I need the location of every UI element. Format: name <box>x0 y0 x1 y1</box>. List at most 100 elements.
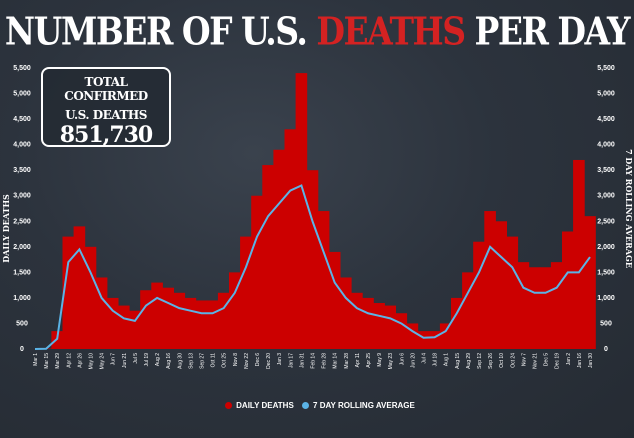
daily-deaths-bar <box>584 216 596 349</box>
daily-deaths-bar <box>573 159 585 349</box>
x-tick-label: Feb 14 <box>311 353 317 369</box>
y-tick-left: 4,000 <box>13 142 31 149</box>
x-tick-label: Aug 16 <box>166 353 172 369</box>
x-tick-label: Mar 15 <box>44 353 50 369</box>
x-tick-label: May 23 <box>388 353 394 370</box>
x-tick-label: Jul 18 <box>433 353 439 367</box>
daily-deaths-bar <box>295 73 308 349</box>
legend-average-label: 7 DAY ROLLING AVERAGE <box>313 401 415 410</box>
daily-deaths-bar <box>428 331 441 349</box>
y-tick-right: 2,000 <box>597 244 615 251</box>
title-highlight: DEATHS <box>316 9 466 54</box>
daily-deaths-bar <box>284 129 297 349</box>
legend-daily-label: DAILY DEATHS <box>236 401 294 410</box>
y-tick-left: 500 <box>16 320 28 327</box>
y-tick-left: 3,000 <box>13 193 31 200</box>
y-tick-left: 1,500 <box>13 269 31 276</box>
x-tick-label: Jun 21 <box>122 353 128 368</box>
y2-axis-label: 7 DAY ROLLING AVERAGE <box>624 149 634 268</box>
daily-deaths-bar <box>351 292 363 349</box>
daily-deaths-bar <box>118 305 130 349</box>
x-tick-label: Nov 7 <box>521 353 527 366</box>
y-tick-right: 5,500 <box>597 65 615 72</box>
x-tick-label: Oct 25 <box>222 353 228 368</box>
x-tick-label: Sep 26 <box>488 353 494 369</box>
x-tick-label: Aug 1 <box>444 353 450 366</box>
x-tick-label: Dec 20 <box>266 353 272 369</box>
daily-deaths-bar <box>362 297 374 349</box>
x-tick-label: May 10 <box>89 353 95 370</box>
x-tick-label: Jan 31 <box>299 353 305 368</box>
daily-deaths-bar <box>195 300 208 349</box>
y-tick-right: 5,000 <box>597 91 615 98</box>
x-tick-label: Oct 11 <box>211 353 217 368</box>
daily-deaths-bar <box>384 305 396 349</box>
daily-deaths-bar <box>129 310 141 349</box>
daily-deaths-bar <box>317 211 330 349</box>
daily-deaths-bar <box>506 236 519 349</box>
x-tick-label: Jan 2 <box>566 353 572 365</box>
total-box-line2: U.S. DEATHS <box>65 108 147 122</box>
daily-deaths-bar <box>240 236 252 349</box>
x-tick-label: Sep 12 <box>477 353 483 369</box>
daily-deaths-bar <box>417 331 430 349</box>
total-deaths-value: 851,730 <box>59 122 154 148</box>
x-tick-label: Jan 3 <box>277 353 283 365</box>
y-tick-left: 5,000 <box>13 91 31 98</box>
daily-deaths-bar <box>484 211 496 349</box>
daily-deaths-bar <box>395 313 408 349</box>
daily-deaths-bar <box>528 267 541 349</box>
daily-deaths-bar <box>62 236 75 349</box>
x-tick-label: Jun 6 <box>399 353 405 365</box>
x-tick-label: Jun 20 <box>410 353 416 368</box>
x-tick-label: Jan 30 <box>588 353 594 368</box>
y-tick-right: 3,500 <box>597 167 615 174</box>
daily-deaths-bar <box>106 297 119 349</box>
x-tick-label: Jul 4 <box>422 353 428 364</box>
x-tick-label: Aug 2 <box>155 353 161 366</box>
x-tick-label: Dec 5 <box>544 353 550 366</box>
y-tick-right: 4,000 <box>597 142 615 149</box>
daily-deaths-bar <box>206 300 219 349</box>
x-tick-label: Aug 15 <box>455 353 461 369</box>
x-tick-label: Dec 19 <box>555 353 561 369</box>
daily-deaths-bar <box>517 262 530 349</box>
x-tick-label: Nov 22 <box>244 353 250 369</box>
daily-deaths-bar <box>373 303 385 349</box>
daily-deaths-bar <box>173 292 186 349</box>
daily-deaths-bar <box>151 282 163 349</box>
daily-deaths-bar <box>229 272 241 349</box>
daily-deaths-bar <box>439 323 452 349</box>
x-tick-label: Mar 28 <box>344 353 350 369</box>
x-tick-label: Feb 28 <box>322 353 328 369</box>
daily-deaths-bar <box>184 297 197 349</box>
x-tick-label: Jul 5 <box>133 353 139 364</box>
x-tick-label: Mar 14 <box>333 353 339 369</box>
daily-deaths-bar <box>95 277 108 349</box>
legend-average-swatch <box>302 402 310 410</box>
y-tick-right: 4,500 <box>597 116 615 123</box>
daily-deaths-bar <box>562 231 574 349</box>
daily-deaths-bar <box>462 272 474 349</box>
daily-deaths-bar <box>473 241 485 349</box>
daily-deaths-bar <box>217 292 230 349</box>
x-tick-label: Aug 30 <box>177 353 183 369</box>
y-tick-left: 0 <box>20 346 24 353</box>
daily-deaths-bar <box>162 287 174 349</box>
x-tick-label: Nov 21 <box>533 353 539 369</box>
y-tick-left: 2,000 <box>13 244 31 251</box>
daily-deaths-bar <box>273 149 285 349</box>
y-tick-right: 500 <box>600 320 612 327</box>
daily-deaths-bar <box>539 267 552 349</box>
x-tick-label: Jul 19 <box>144 353 150 367</box>
y-tick-left: 2,500 <box>13 218 31 225</box>
y-tick-right: 0 <box>604 346 608 353</box>
x-tick-label: Nov 8 <box>233 353 239 366</box>
y-axis-label: DAILY DEATHS <box>1 194 11 263</box>
rolling-average-line <box>34 184 591 350</box>
y-tick-left: 1,000 <box>13 295 31 302</box>
x-tick-label: Mar 1 <box>33 353 39 366</box>
title-part2: PER DAY <box>474 9 631 54</box>
y-tick-right: 2,500 <box>597 218 615 225</box>
